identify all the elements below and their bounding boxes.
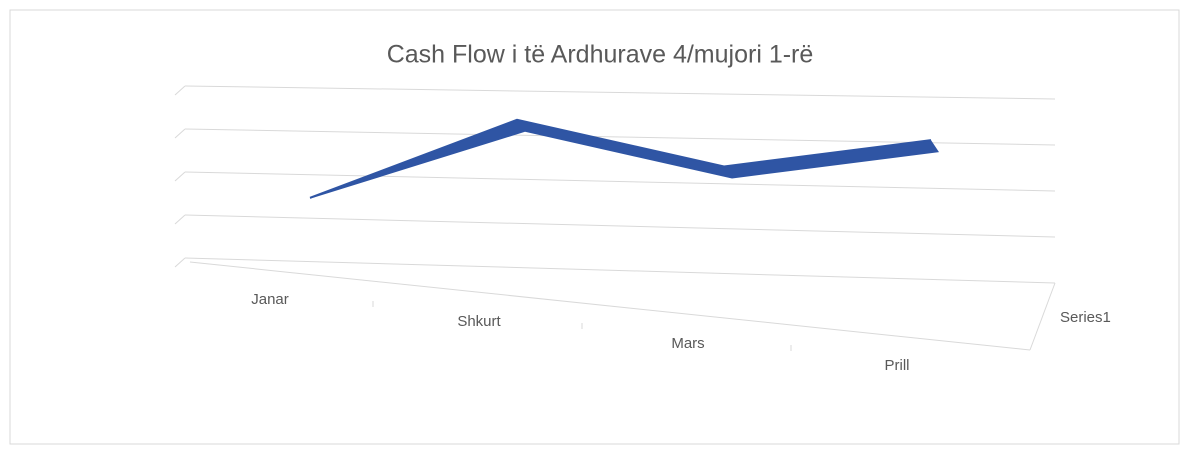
wall-line xyxy=(174,171,186,182)
x-tick-label: Mars xyxy=(671,335,704,352)
chart-border xyxy=(9,9,1180,445)
series-line xyxy=(309,118,932,199)
wall-line xyxy=(174,85,186,96)
grid-line xyxy=(184,257,1056,284)
grid-line xyxy=(184,214,1056,238)
x-tick-label: Janar xyxy=(251,291,289,308)
x-tick-label: Shkurt xyxy=(457,313,501,330)
grid-line xyxy=(184,171,1056,192)
wall-line xyxy=(174,128,186,139)
grid-line xyxy=(184,85,1056,100)
wall-line xyxy=(174,257,186,268)
legend-label: Series1 xyxy=(1060,309,1111,326)
floor-front-edge xyxy=(189,261,1031,351)
depth-edge xyxy=(1029,282,1056,351)
wall-line xyxy=(174,214,186,225)
chart-title: Cash Flow i të Ardhurave 4/mujori 1-rë xyxy=(387,41,814,69)
x-tick-label: Prill xyxy=(885,357,910,374)
